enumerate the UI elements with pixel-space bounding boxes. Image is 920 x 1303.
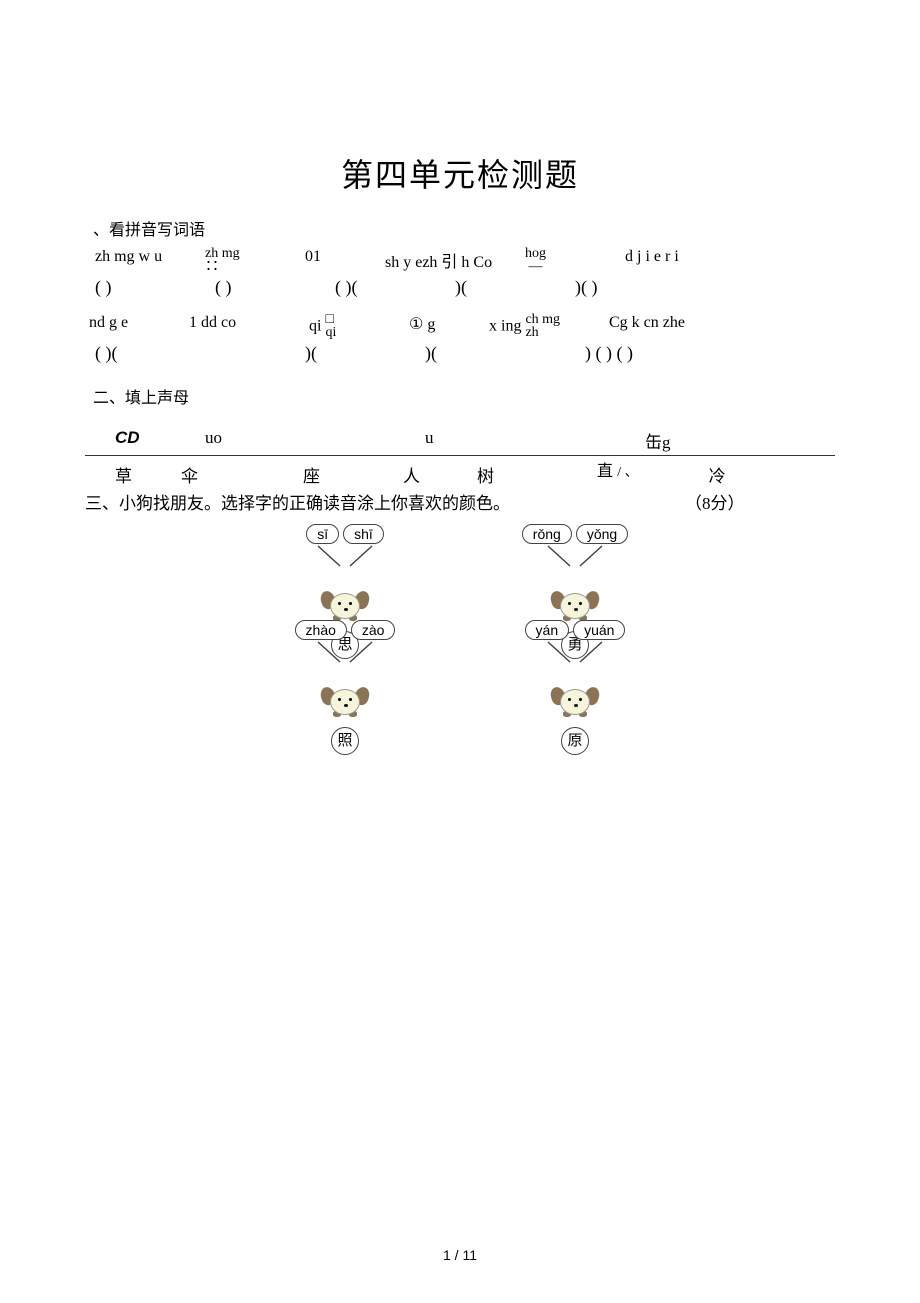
bubble-opt2[interactable]: shī — [343, 524, 384, 544]
char-circle: 照 — [331, 727, 359, 755]
pinyin-1: zh mg w u — [95, 248, 205, 273]
puppy-row-2: zhào zào 照 — [85, 620, 835, 700]
bubble-pair: zhào zào — [270, 620, 420, 640]
paren-4[interactable]: )( — [455, 277, 575, 298]
paren-1[interactable]: ( ) — [95, 277, 215, 298]
pinyin-3: 01 — [305, 248, 385, 273]
pinyin-10: ① g — [409, 314, 489, 339]
section3: 三、小狗找朋友。选择字的正确读音涂上你喜欢的颜色。 （8分） sī shī — [85, 489, 835, 700]
paren-9[interactable]: ) ( ) ( ) — [585, 343, 695, 364]
pinyin-9-stack: □ qi — [325, 314, 336, 339]
bubble-pair: sī shī — [270, 524, 420, 544]
pinyin-7: nd g e — [89, 314, 189, 339]
pinyin-2-stack: zh mg ：： — [205, 248, 240, 273]
pinyin-5: hog — — [525, 248, 625, 273]
puppy-card-yuan[interactable]: yán yuán 原 — [500, 620, 650, 700]
char-3: 座 — [303, 462, 403, 487]
section2-header: 二、填上声母 — [93, 384, 835, 408]
char-circle: 原 — [561, 727, 589, 755]
puppy-icon: 思 — [270, 544, 420, 604]
fill-1[interactable]: CD — [115, 428, 205, 453]
pinyin-6: d j i e r i — [625, 248, 745, 273]
char-1: 草 — [115, 462, 181, 487]
puppy-card-si[interactable]: sī shī 思 — [270, 524, 420, 604]
puppy-icon: 原 — [500, 640, 650, 700]
connector-lines — [500, 640, 650, 680]
puppy-card-yong[interactable]: rǒng yǒng 勇 — [500, 524, 650, 604]
bubble-opt1[interactable]: sī — [306, 524, 339, 544]
page-number: 1 / 11 — [0, 1247, 920, 1263]
row1-pinyin: zh mg w u zh mg ：： 01 sh y ezh 引 h Co ho… — [85, 248, 835, 273]
bubble-opt2[interactable]: zào — [351, 620, 396, 640]
section1-header: 、看拼音写词语 — [93, 216, 835, 240]
row2-paren: ( )( )( )( ) ( ) ( ) — [85, 343, 835, 364]
pinyin-8: 1 dd co — [189, 314, 309, 339]
bubble-opt2[interactable]: yuán — [573, 620, 625, 640]
pinyin-11-stack: ch mg zh — [525, 314, 560, 339]
section3-text-row: 三、小狗找朋友。选择字的正确读音涂上你喜欢的颜色。 （8分） — [85, 489, 835, 514]
page-title: 第四单元检测题 — [85, 150, 835, 196]
paren-3[interactable]: ( )( — [335, 277, 455, 298]
char-7: 冷 — [709, 462, 726, 487]
char-5: 树 — [477, 462, 597, 487]
fill-row: CD uo u 缶g — [85, 428, 835, 453]
paren-5[interactable]: )( ) — [575, 277, 675, 298]
pinyin-5-stack: hog — — [525, 248, 546, 273]
bubble-pair: yán yuán — [500, 620, 650, 640]
worksheet-page: 第四单元检测题 、看拼音写词语 zh mg w u zh mg ：： 01 sh… — [0, 0, 920, 756]
section3-points: （8分） — [685, 489, 835, 514]
bubble-opt1[interactable]: zhào — [295, 620, 347, 640]
char-6: 直 / 、 — [597, 462, 639, 487]
puppy-icon: 照 — [270, 640, 420, 700]
char-4: 人 — [403, 462, 477, 487]
row2-pinyin: nd g e 1 dd co qi □ qi ① g x ing ch mg z… — [85, 314, 835, 339]
paren-8[interactable]: )( — [425, 343, 585, 364]
puppy-area: sī shī 思 — [85, 524, 835, 700]
puppy-icon: 勇 — [500, 544, 650, 604]
pinyin-11: x ing ch mg zh — [489, 314, 609, 339]
paren-2[interactable]: ( ) — [215, 277, 335, 298]
pinyin-4: sh y ezh 引 h Co — [385, 248, 525, 273]
section3-instruction: 三、小狗找朋友。选择字的正确读音涂上你喜欢的颜色。 — [85, 489, 685, 514]
connector-lines — [270, 640, 420, 680]
fill-4[interactable]: 缶g — [645, 428, 745, 453]
paren-7[interactable]: )( — [305, 343, 425, 364]
char-2: 伞 — [181, 462, 303, 487]
bubble-opt2[interactable]: yǒng — [576, 524, 628, 544]
bubble-opt1[interactable]: rǒng — [522, 524, 572, 544]
puppy-card-zhao[interactable]: zhào zào 照 — [270, 620, 420, 700]
puppy-graphic — [325, 689, 365, 725]
row1-paren: ( ) ( ) ( )( )( )( ) — [85, 277, 835, 298]
section2: 二、填上声母 CD uo u 缶g 草 伞 座 人 树 直 / 、 冷 — [85, 384, 835, 487]
bubble-opt1[interactable]: yán — [525, 620, 570, 640]
fill-3[interactable]: u — [425, 428, 645, 453]
divider-line — [85, 455, 835, 456]
char-row: 草 伞 座 人 树 直 / 、 冷 — [85, 462, 835, 487]
pinyin-12: Cg k cn zhe — [609, 314, 739, 339]
puppy-graphic — [555, 689, 595, 725]
fill-2[interactable]: uo — [205, 428, 425, 453]
connector-lines — [270, 544, 420, 584]
connector-lines — [500, 544, 650, 584]
bubble-pair: rǒng yǒng — [500, 524, 650, 544]
pinyin-2: zh mg ：： — [205, 248, 305, 273]
pinyin-9: qi □ qi — [309, 314, 409, 339]
paren-6[interactable]: ( )( — [95, 343, 305, 364]
puppy-row-1: sī shī 思 — [85, 524, 835, 604]
